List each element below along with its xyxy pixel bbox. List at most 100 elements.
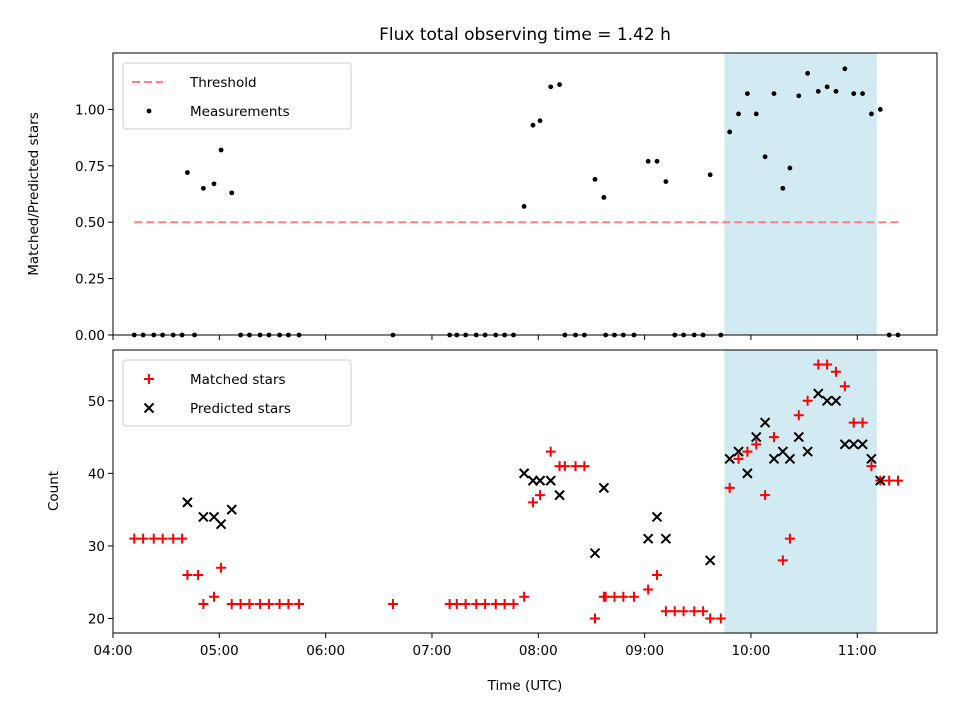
matched-stars-point-49 — [705, 613, 716, 624]
matched-stars-point-6 — [182, 569, 193, 580]
predicted-stars-point-10 — [589, 547, 601, 559]
matched-stars-point-14 — [255, 598, 266, 609]
matched-stars-point-54 — [751, 439, 762, 450]
predicted-stars-point-9 — [554, 489, 565, 501]
matched-stars-point-3 — [157, 533, 168, 544]
matched-stars-point-21 — [451, 598, 462, 609]
matched-stars-point-28 — [519, 591, 530, 602]
predicted-stars-point-20 — [759, 417, 771, 428]
predicted-stars-point-13 — [651, 511, 663, 523]
matched-stars-point-52 — [733, 453, 744, 464]
measurement-point-65 — [851, 91, 857, 97]
measurement-point-51 — [727, 129, 733, 135]
matched-stars-point-44 — [660, 606, 671, 617]
matched-stars-point-50 — [715, 613, 726, 624]
predicted-stars-point-11 — [598, 482, 610, 494]
measurement-point-29 — [530, 122, 536, 128]
measurement-point-64 — [842, 66, 848, 72]
bottom-legend-label-0: Matched stars — [190, 372, 286, 388]
matched-stars-point-31 — [545, 446, 556, 457]
measurement-point-9 — [211, 181, 217, 187]
bottom-y-axis-label: Count — [46, 471, 62, 511]
matched-stars-point-65 — [848, 417, 859, 428]
top-y-tick-label-0: 0.00 — [75, 328, 105, 344]
matched-stars-point-47 — [689, 606, 700, 617]
measurement-point-57 — [780, 185, 786, 191]
bottom-x-tick-label-7: 11:00 — [838, 643, 877, 659]
measurement-point-62 — [824, 84, 830, 90]
matched-stars-point-55 — [760, 490, 771, 501]
top-panel: 0.00 0.25 0.50 0.75 1.00 Threshold Measurement… — [75, 52, 938, 344]
matched-stars-point-19 — [387, 598, 398, 609]
matched-stars-point-39 — [609, 591, 620, 602]
predicted-stars-point-32 — [866, 453, 877, 465]
matched-stars-point-62 — [822, 359, 833, 370]
matched-stars-point-33 — [559, 461, 570, 472]
matched-stars-point-61 — [813, 359, 824, 370]
matched-stars-point-10 — [216, 562, 227, 573]
top-y-tick-label-3: 0.75 — [75, 159, 105, 175]
matched-stars-point-35 — [579, 461, 590, 472]
top-legend-label-0: Threshold — [189, 75, 257, 91]
matched-stars-point-25 — [490, 598, 501, 609]
measurement-point-31 — [548, 84, 554, 90]
bottom-x-tick-label-4: 08:00 — [519, 643, 558, 659]
measurement-point-60 — [805, 70, 811, 76]
matched-stars-point-18 — [294, 598, 305, 609]
predicted-stars-point-15 — [704, 555, 716, 566]
predicted-stars-point-23 — [784, 453, 796, 465]
matched-stars-point-4 — [168, 533, 179, 544]
predicted-stars-point-0 — [182, 497, 193, 508]
measurement-point-6 — [185, 170, 190, 175]
measurement-point-36 — [592, 176, 598, 182]
matched-stars-point-41 — [628, 591, 639, 602]
matched-stars-point-70 — [893, 475, 904, 486]
matched-stars-point-58 — [784, 533, 795, 544]
measurement-point-43 — [654, 158, 660, 164]
matched-stars-point-7 — [193, 569, 204, 580]
predicted-stars-point-3 — [215, 518, 227, 530]
top-legend-box — [122, 62, 352, 130]
matched-stars-point-0 — [129, 533, 140, 544]
matched-stars-point-43 — [652, 569, 663, 580]
measurement-point-63 — [833, 88, 839, 94]
bottom-x-tick-label-1: 05:00 — [200, 643, 239, 659]
matched-stars-point-8 — [198, 598, 209, 609]
measurement-point-66 — [860, 91, 865, 97]
predicted-stars-point-17 — [733, 446, 744, 457]
bottom-y-tick-label-0: 20 — [88, 611, 105, 627]
matched-stars-point-12 — [235, 598, 246, 609]
top-y-axis-label: Matched/Predicted stars — [26, 112, 42, 275]
matched-stars-point-27 — [508, 598, 519, 609]
matched-stars-point-17 — [283, 598, 294, 609]
matched-stars-point-15 — [263, 598, 274, 609]
top-legend-label-1: Measurements — [190, 104, 290, 120]
matched-stars-point-56 — [768, 432, 779, 443]
measurement-point-53 — [744, 91, 750, 97]
bottom-legend-box — [122, 359, 352, 427]
top-highlight-span — [724, 53, 877, 335]
bottom-x-tick-label-3: 07:00 — [413, 643, 452, 659]
matched-stars-point-48 — [698, 606, 709, 617]
matched-stars-point-67 — [866, 461, 877, 472]
matched-stars-point-53 — [742, 446, 753, 457]
predicted-stars-point-25 — [802, 446, 813, 457]
matched-stars-point-30 — [535, 490, 546, 501]
bottom-highlight-span — [724, 350, 877, 633]
measurement-point-58 — [787, 165, 793, 171]
predicted-stars-point-28 — [830, 395, 842, 407]
predicted-stars-point-33 — [875, 475, 886, 486]
predicted-stars-point-14 — [660, 533, 672, 544]
matched-stars-point-36 — [589, 613, 600, 624]
predicted-stars-point-1 — [198, 511, 209, 523]
predicted-stars-point-18 — [742, 468, 753, 479]
predicted-stars-point-19 — [751, 431, 762, 443]
measurement-point-49 — [707, 172, 713, 178]
measurement-point-42 — [645, 158, 651, 164]
legend-predicted-stars-swatch — [143, 402, 155, 414]
bottom-y-tick-label-1: 30 — [88, 539, 105, 555]
matched-stars-point-24 — [480, 598, 491, 609]
bottom-y-tick-label-3: 50 — [88, 394, 105, 410]
top-y-tick-label-2: 0.50 — [75, 215, 105, 231]
measurement-point-32 — [557, 82, 562, 87]
